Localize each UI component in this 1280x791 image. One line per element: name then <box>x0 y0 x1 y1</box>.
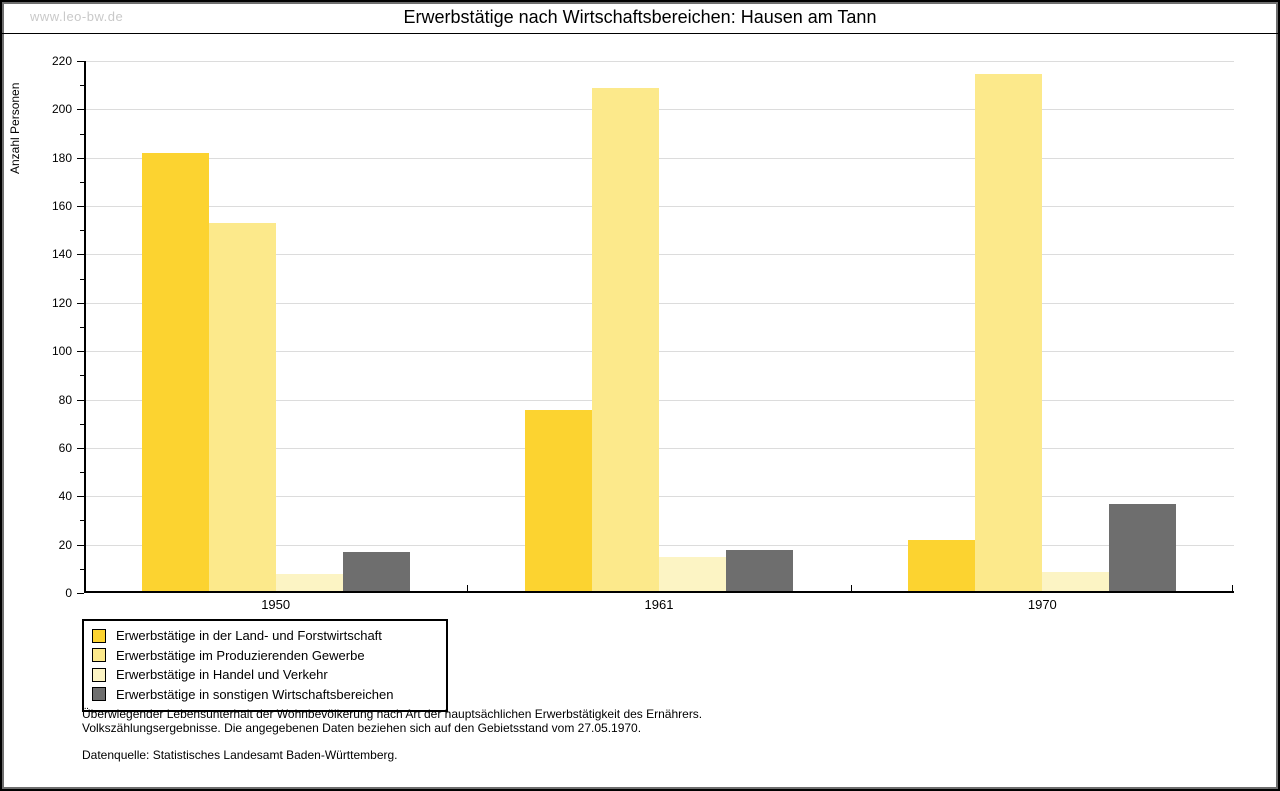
legend-swatch-4 <box>92 687 106 702</box>
y-minor-tick-190 <box>80 133 84 135</box>
bar-1950-series-4 <box>343 552 410 591</box>
y-tick-label-80: 80 <box>58 392 72 407</box>
gridline-y-20 <box>84 544 1234 546</box>
y-tick-label-200: 200 <box>51 102 72 117</box>
y-minor-tick-70 <box>80 423 84 425</box>
y-axis-line <box>84 61 86 593</box>
bar-1961-series-4 <box>726 550 793 591</box>
gridline-y-220 <box>84 61 1234 62</box>
y-major-tick-200 <box>77 109 84 111</box>
y-minor-tick-170 <box>80 181 84 183</box>
gridline-y-180 <box>84 157 1234 159</box>
x-axis-line <box>84 591 1234 593</box>
bar-1961-series-3 <box>659 557 726 591</box>
bar-1950-series-1 <box>142 153 209 591</box>
bar-1950-series-3 <box>276 574 343 591</box>
gridline-y-140 <box>84 254 1234 256</box>
y-major-tick-120 <box>77 302 84 304</box>
bar-1961-series-2 <box>592 88 659 591</box>
y-axis-title: Anzahl Personen <box>8 82 22 174</box>
y-tick-label-160: 160 <box>51 199 72 214</box>
y-major-tick-60 <box>77 447 84 449</box>
y-tick-label-60: 60 <box>58 440 72 455</box>
y-tick-label-20: 20 <box>58 537 72 552</box>
y-minor-tick-130 <box>80 278 84 280</box>
bar-1961-series-1 <box>525 410 592 591</box>
legend-swatch-2 <box>92 648 106 663</box>
x-end-tick <box>1232 585 1233 591</box>
y-major-tick-40 <box>77 496 84 498</box>
y-major-tick-160 <box>77 206 84 208</box>
y-major-tick-100 <box>77 351 84 353</box>
gridline-y-80 <box>84 399 1234 401</box>
y-minor-tick-110 <box>80 327 84 328</box>
header-divider <box>2 33 1278 34</box>
x-boundary-tick-1 <box>467 585 468 591</box>
legend-label-3: Erwerbstätige in Handel und Verkehr <box>116 667 328 683</box>
legend-label-2: Erwerbstätige im Produzierenden Gewerbe <box>116 647 365 663</box>
gridline-y-40 <box>84 496 1234 498</box>
legend-label-4: Erwerbstätige in sonstigen Wirtschaftsbe… <box>116 686 394 702</box>
y-tick-label-40: 40 <box>58 489 72 504</box>
plot-area: 0 20 40 60 80 100 120 140 160 180 200 220 1950 1961 19… <box>52 54 1234 612</box>
y-minor-tick-90 <box>80 375 84 377</box>
y-major-tick-0 <box>77 593 84 594</box>
x-category-label-1970: 1970 <box>1027 597 1057 612</box>
footer-source: Datenquelle: Statistisches Landesamt Bad… <box>82 748 398 762</box>
footer-note-line2: Volkszählungsergebnisse. Die angegebenen… <box>82 720 642 735</box>
y-tick-label-220: 220 <box>51 54 72 68</box>
y-major-tick-220 <box>77 61 84 62</box>
bar-1950-series-2 <box>209 223 276 591</box>
y-minor-tick-210 <box>80 85 84 87</box>
y-minor-tick-50 <box>80 472 84 474</box>
x-category-label-1950: 1950 <box>261 597 291 612</box>
y-major-tick-80 <box>77 399 84 401</box>
gridline-y-60 <box>84 447 1234 449</box>
y-tick-label-120: 120 <box>51 295 72 310</box>
y-major-tick-20 <box>77 544 84 546</box>
x-category-label-1961: 1961 <box>644 597 674 612</box>
bar-1970-series-1 <box>908 540 975 591</box>
legend-item-3: Erwerbstätige in Handel und Verkehr <box>92 665 438 685</box>
y-major-tick-180 <box>77 157 84 159</box>
y-tick-label-180: 180 <box>51 150 72 165</box>
gridline-y-160 <box>84 206 1234 208</box>
legend-swatch-3 <box>92 667 106 682</box>
gridline-y-200 <box>84 109 1234 111</box>
bar-1970-series-3 <box>1042 572 1109 591</box>
chart-title: Erwerbstätige nach Wirtschaftsbereichen:… <box>403 7 877 27</box>
y-minor-tick-10 <box>80 568 84 570</box>
legend-label-1: Erwerbstätige in der Land- und Forstwirt… <box>116 628 382 644</box>
site-watermark: www.leo-bw.de <box>30 9 124 24</box>
y-tick-label-0: 0 <box>65 586 72 600</box>
gridline-y-100 <box>84 351 1234 353</box>
bar-1970-series-4 <box>1109 504 1176 591</box>
legend-item-4: Erwerbstätige in sonstigen Wirtschaftsbe… <box>92 685 438 705</box>
legend: Erwerbstätige in der Land- und Forstwirt… <box>82 619 448 712</box>
gridline-y-120 <box>84 302 1234 304</box>
footer: Überwiegender Lebensunterhalt der Wohnbe… <box>82 707 703 763</box>
legend-swatch-1 <box>92 628 106 643</box>
footer-note-line1: Überwiegender Lebensunterhalt der Wohnbe… <box>82 707 703 721</box>
y-major-tick-140 <box>77 254 84 256</box>
y-minor-tick-150 <box>80 230 84 232</box>
legend-item-1: Erwerbstätige in der Land- und Forstwirt… <box>92 626 438 646</box>
legend-item-2: Erwerbstätige im Produzierenden Gewerbe <box>92 646 438 666</box>
y-minor-tick-30 <box>80 520 84 522</box>
x-boundary-tick-2 <box>851 585 852 591</box>
y-tick-label-140: 140 <box>51 247 72 262</box>
bar-1970-series-2 <box>975 74 1042 591</box>
y-tick-label-100: 100 <box>51 344 72 359</box>
